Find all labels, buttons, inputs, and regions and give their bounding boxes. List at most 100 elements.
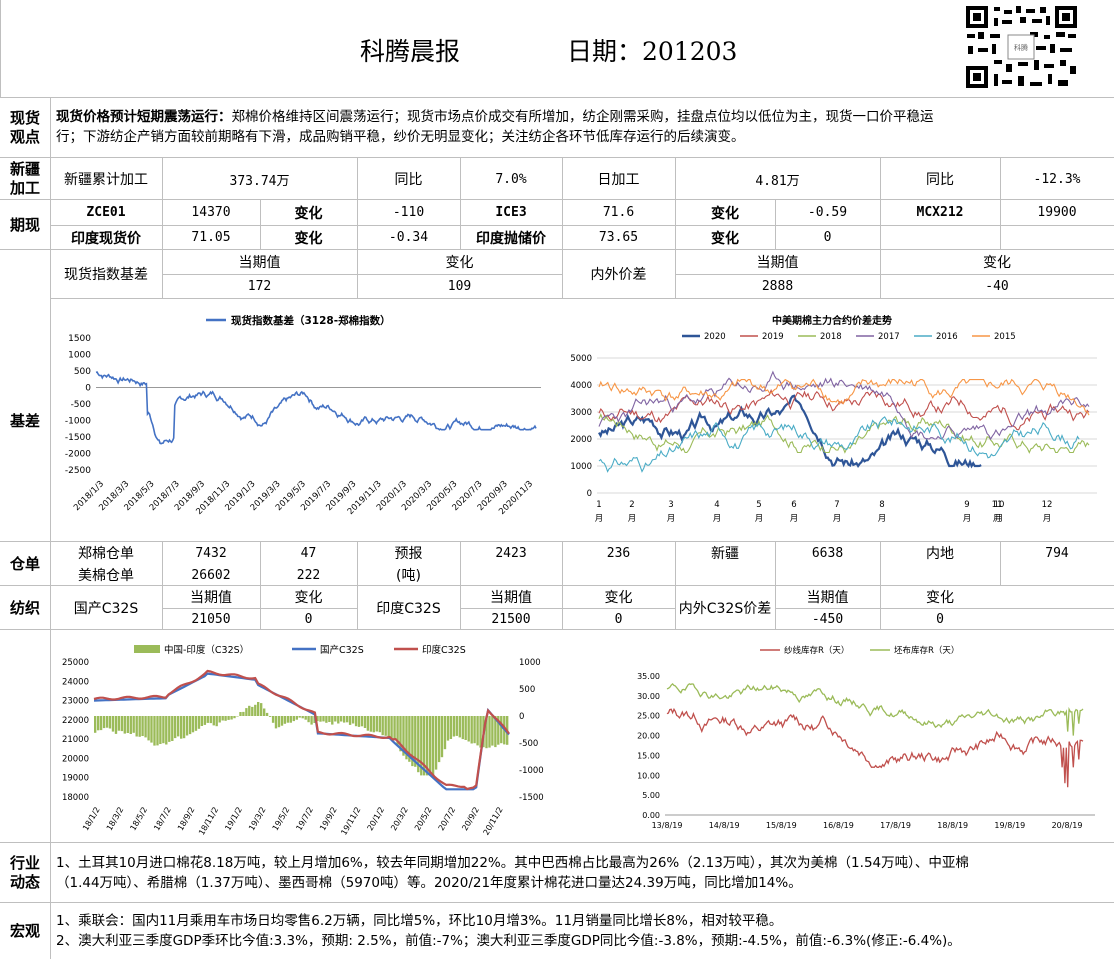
ice-label: ICE3: [495, 205, 527, 220]
yarn-y-tick-left: 23000: [62, 697, 89, 707]
yarn-bar: [248, 705, 251, 716]
spread-current-label: 当期值: [756, 255, 799, 271]
yarn-bar: [111, 716, 115, 732]
yarn-bar: [292, 716, 295, 722]
yarn-bar: [372, 716, 375, 733]
spread-x-tick: 7: [834, 500, 839, 510]
zce-warrant-label: 郑棉仓单: [78, 546, 134, 562]
yarn-bar: [346, 716, 349, 723]
yarn-bar: [384, 716, 387, 736]
india-yarn-change-value: 0: [614, 611, 623, 627]
xinjiang-yoy-label: 同比: [394, 172, 423, 188]
xinjiang-yoy-value: 7.0%: [495, 171, 527, 187]
yarn-bar: [105, 716, 109, 728]
yarn-y-tick-left: 25000: [62, 658, 89, 668]
yarn-bar: [408, 716, 411, 762]
yarn-bar: [280, 716, 284, 726]
yarn-bar: [108, 716, 112, 729]
spread-x-unit: 月: [993, 514, 1002, 524]
report-title: 科腾晨报: [360, 37, 461, 66]
yarn-bar: [378, 716, 381, 733]
spread-x-unit: 月: [667, 514, 676, 524]
macro-text: 1、乘联会：国内11月乘用车市场日均零售6.2万辆，同比增5%，环比10月增3%…: [56, 911, 961, 951]
spread-legend-label: 2020: [704, 332, 726, 342]
yarn-bar: [479, 716, 482, 748]
yarn-legend-label: 印度C32S: [422, 644, 466, 656]
spread-x-unit: 月: [878, 514, 887, 524]
yarn-bar: [357, 716, 361, 727]
ton-unit-label: (吨): [396, 568, 421, 584]
xinjiang-daily-value: 4.81万: [755, 173, 800, 189]
spinning-row: 纺织 国产C32S 当期值 变化 印度C32S 当期值 变化 内外C32S价差 …: [0, 586, 1114, 630]
spread-x-tick: 1: [596, 500, 601, 510]
inv-legend-label: 纱线库存R（天）: [784, 645, 849, 656]
yarn-bar: [138, 716, 141, 737]
inventory-chart: 纱线库存R（天） 坯布库存R（天） 35.00 30.00 25.00 20.00 15.…: [637, 645, 1095, 830]
yarn-bar: [307, 716, 310, 723]
yarn-bar: [188, 716, 192, 735]
yarn-spread-change-label: 变化: [926, 590, 954, 606]
basis-y-tick: 1500: [68, 334, 91, 344]
spread-legend-label: 2017: [878, 332, 900, 342]
spot-view-body-1: 郑棉价格维持区间震荡运行；现货市场点价成交有所增加，纺企刚需采购，挂盘点位均以低…: [231, 109, 934, 125]
india-spot-value: 71.05: [191, 230, 231, 245]
india-yarn-label: 印度C32S: [376, 601, 441, 617]
yarn-bar: [431, 716, 435, 776]
india-reserve-value: 73.65: [598, 230, 639, 245]
spread-change-label: 变化: [983, 255, 1011, 271]
yarn-bar: [375, 716, 378, 732]
spread-change-value: -40: [985, 278, 1009, 294]
yarn-bar: [455, 716, 458, 736]
yarn-bar: [316, 716, 319, 722]
spread-x-tick: 12: [1042, 500, 1053, 510]
yarn-x-tick: 20/7/2: [437, 806, 458, 833]
yarn-bar: [236, 716, 239, 717]
yarn-x-tick: 18/1/2: [81, 806, 102, 833]
yarn-bar: [271, 716, 275, 723]
inv-x-tick: 15/8/19: [766, 821, 797, 830]
yarn-bar: [197, 716, 201, 729]
yarn-bar: [221, 716, 224, 721]
yarn-bar: [381, 716, 384, 736]
mcx-value: 19900: [1037, 205, 1077, 220]
india-spot-change-label: 变化: [294, 230, 323, 247]
yarn-bar: [440, 716, 444, 758]
spread-x-unit: 月: [790, 514, 799, 524]
yarn-bar: [153, 716, 156, 746]
yarn-x-tick: 19/1/2: [223, 806, 244, 833]
yarn-spread-label: 内外C32S价差: [678, 601, 772, 617]
yarn-bar: [94, 716, 97, 733]
yarn-chart-row: 中国-印度（C32S） 国产C32S 印度C32S 25000 24000 23000 2…: [0, 630, 1114, 843]
yarn-bar: [289, 716, 292, 723]
yarn-bar: [135, 716, 138, 737]
spread-series-2018: [598, 413, 1090, 454]
inland-warrant-label: 内地: [926, 546, 954, 562]
yarn-x-tick: 20/5/2: [413, 806, 434, 833]
yarn-bar: [141, 716, 144, 736]
yarn-x-tick: 20/11/2: [482, 806, 505, 837]
yarn-bar: [257, 702, 260, 716]
yarn-bar: [126, 716, 129, 733]
spread-series-2019: [598, 388, 1090, 431]
spot-view-text: 现货价格预计短期震荡运行：郑棉价格维持区间震荡运行；现货市场点价成交有所增加，纺…: [56, 107, 934, 147]
xinjiang-daily-label: 日加工: [597, 172, 640, 188]
yarn-bar: [423, 716, 426, 776]
spread-x-tick: 8: [879, 500, 884, 510]
inv-y-tick: 0.00: [642, 811, 660, 820]
industry-line-2: （1.44万吨）、希腊棉（1.37万吨）、墨西哥棉（5970吨）等。2020/2…: [56, 875, 802, 891]
macro-label: 宏观: [9, 921, 40, 940]
basis-y-tick: 500: [74, 367, 91, 377]
yarn-bar: [97, 716, 100, 731]
yarn-y-tick-right: -1500: [519, 793, 544, 803]
spot-view-row: 现货 观点 现货价格预计短期震荡运行：郑棉价格维持区间震荡运行；现货市场点价成交有…: [0, 98, 1114, 158]
inv-legend-label: 坯布库存R（天）: [894, 645, 959, 656]
zce-warrant-change: 47: [300, 545, 317, 561]
warehouse-row: 仓单 郑棉仓单 7432 47 预报 2423 236 新疆 6638 内地 7…: [0, 542, 1114, 586]
basis-current-value: 172: [247, 278, 272, 294]
spread-legend-label: 2016: [936, 332, 958, 342]
yarn-bar: [265, 712, 269, 716]
yarn-x-tick: 19/7/2: [294, 806, 315, 833]
spread-series-2016: [598, 416, 1080, 473]
yarn-bar: [351, 716, 355, 724]
us-warrant-change: 222: [296, 567, 321, 583]
